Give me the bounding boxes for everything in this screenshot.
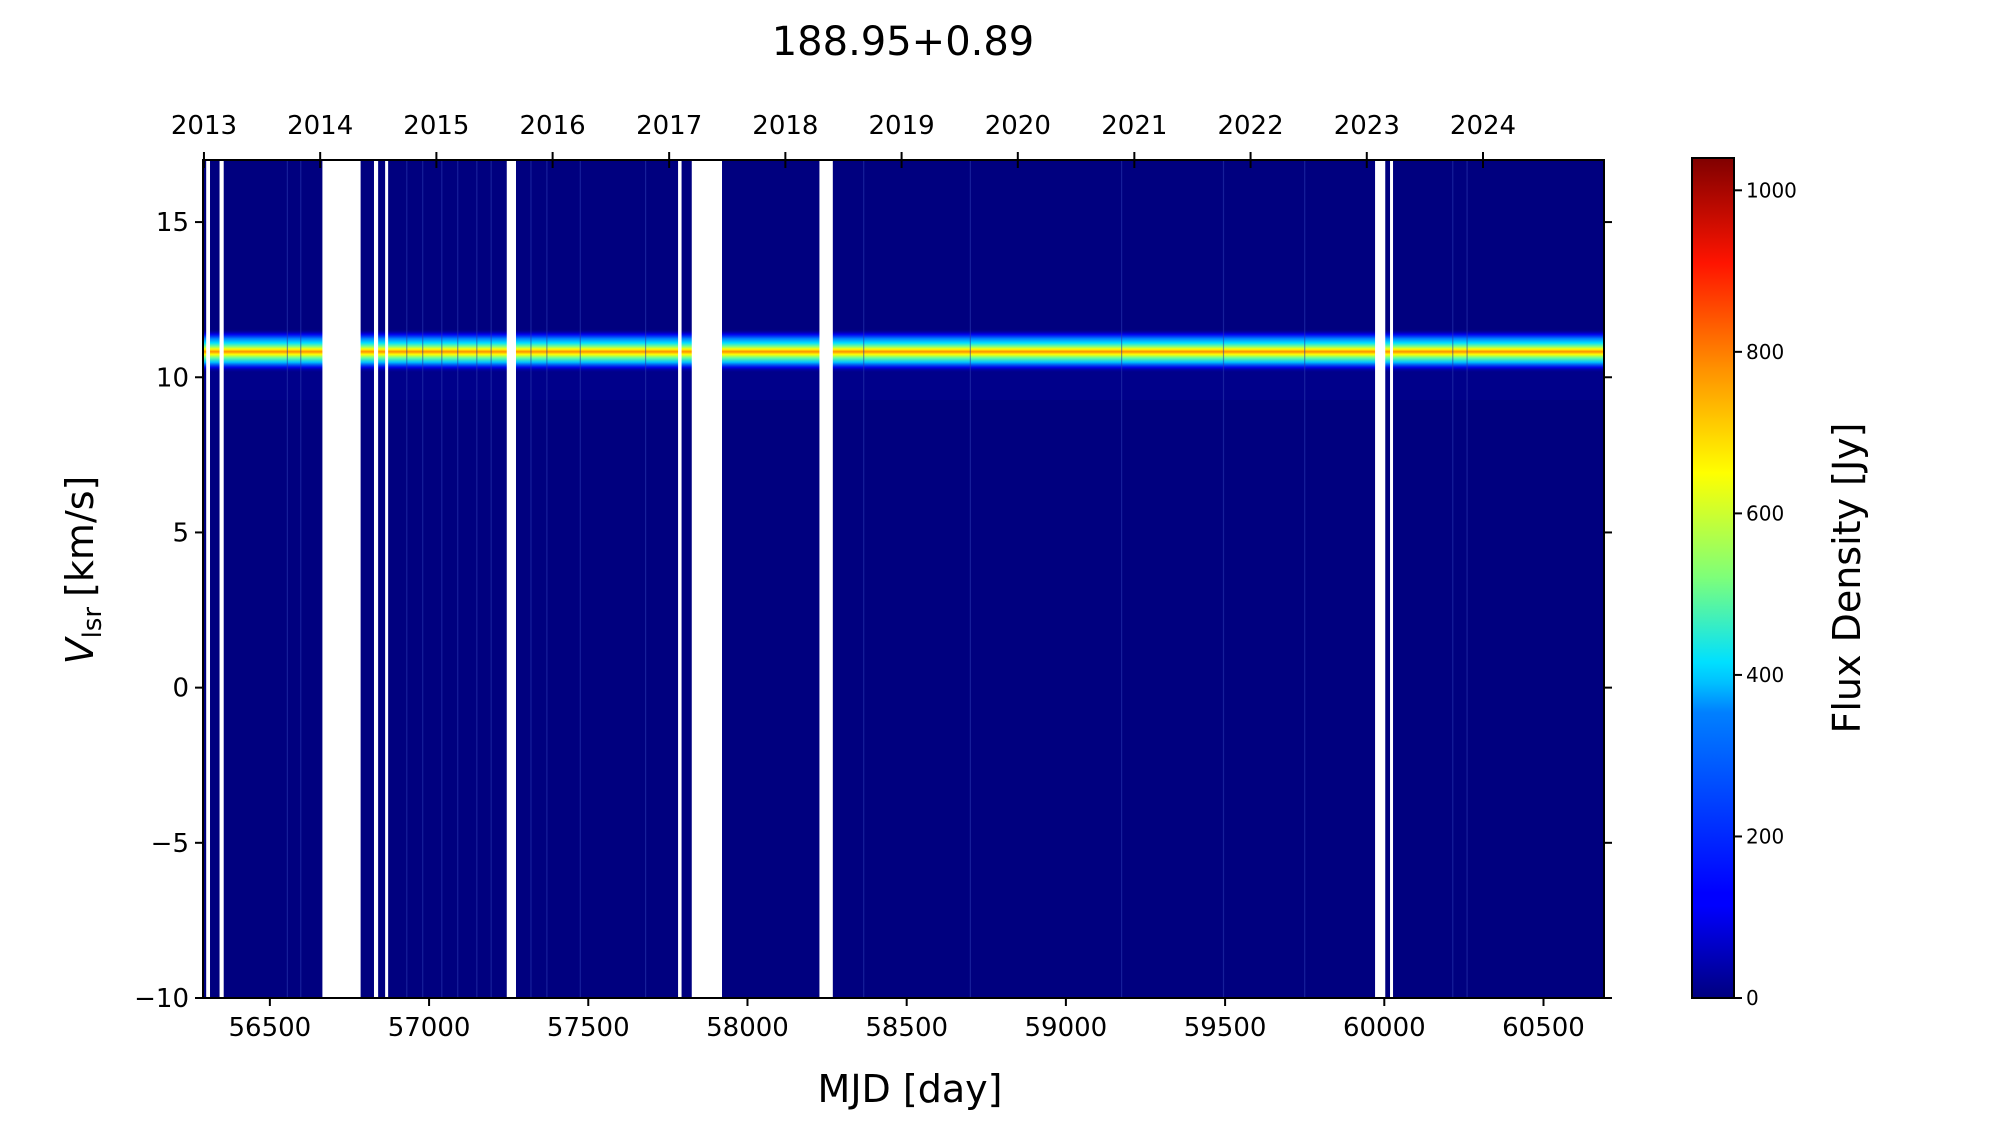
plot-frame	[202, 159, 1605, 999]
year-tick-label: 2014	[287, 111, 353, 141]
colorbar-tick-label: 800	[1746, 340, 1784, 364]
x-axis-label: MJD [day]	[818, 1067, 1003, 1111]
colorbar-label: Flux Density [Jy]	[1825, 423, 1869, 734]
colorbar-tick-label: 200	[1746, 824, 1784, 848]
chart-title: 188.95+0.89	[772, 19, 1035, 65]
data-gap	[322, 160, 361, 998]
year-tick-label: 2022	[1217, 111, 1283, 141]
data-gaps	[206, 160, 1394, 998]
colorbar-ticks: 0 200 400 600 800 1000	[1734, 178, 1797, 1010]
year-tick-label: 2020	[985, 111, 1051, 141]
y-axis-label-subscript: lsr	[78, 607, 108, 639]
y-axis-label: Vlsr [km/s]	[58, 476, 108, 665]
year-tick-label: 2023	[1334, 111, 1400, 141]
year-tick-label: 2019	[869, 111, 935, 141]
year-tick-label: 2017	[636, 111, 702, 141]
data-gap	[819, 160, 833, 998]
y-tick-label: 10	[156, 363, 189, 393]
year-tick-label: 2021	[1101, 111, 1167, 141]
colorbar-tick-label: 0	[1746, 986, 1759, 1010]
x-tick-label: 59500	[1184, 1013, 1267, 1043]
data-gap	[506, 160, 516, 998]
y-axis-label-symbol: V	[58, 635, 102, 664]
colorbar: 0 200 400 600 800 1000 Flux Density [Jy]	[1691, 157, 1869, 1010]
year-tick-label: 2015	[403, 111, 469, 141]
x-tick-label: 58500	[865, 1013, 948, 1043]
top-year-axis: 2013 2014 2015 2016 2017 2018 2019 2020 2021 2022…	[171, 111, 1516, 168]
x-tick-label: 58000	[706, 1013, 789, 1043]
emission-band	[203, 328, 1604, 373]
data-gap	[219, 160, 224, 998]
y-tick-label: 15	[156, 208, 189, 238]
y-tick-label: −10	[134, 984, 189, 1014]
heatmap-faint-band	[203, 370, 1604, 400]
year-tick-label: 2018	[752, 111, 818, 141]
data-gap	[385, 160, 389, 998]
data-gap	[206, 160, 211, 998]
colorbar-gradient	[1691, 157, 1735, 999]
x-tick-label: 57500	[547, 1013, 630, 1043]
y-tick-label: −5	[151, 829, 189, 859]
y-axis-ticks: −10 −5 0 5 10 15	[134, 208, 1612, 1014]
observation-boundaries	[286, 160, 1468, 998]
x-tick-label: 60000	[1343, 1013, 1426, 1043]
data-gap	[373, 160, 379, 998]
year-tick-label: 2024	[1450, 111, 1516, 141]
heatmap-plot-area	[203, 160, 1604, 998]
data-gap	[1375, 160, 1386, 998]
x-tick-label: 57000	[388, 1013, 471, 1043]
data-gap	[678, 160, 682, 998]
heatmap-background	[203, 160, 1604, 998]
y-axis-label-unit: [km/s]	[58, 476, 102, 597]
colorbar-tick-label: 400	[1746, 663, 1784, 687]
y-tick-label: 5	[172, 518, 189, 548]
x-axis-ticks: 56500 57000 57500 58000 58500 59000 59500 60000…	[229, 998, 1585, 1043]
year-tick-label: 2013	[171, 111, 237, 141]
year-tick-label: 2016	[520, 111, 586, 141]
x-tick-label: 56500	[229, 1013, 312, 1043]
data-gap	[691, 160, 723, 998]
data-gap	[1390, 160, 1394, 998]
y-tick-label: 0	[172, 674, 189, 704]
colorbar-tick-label: 1000	[1746, 178, 1797, 202]
x-tick-label: 59000	[1025, 1013, 1108, 1043]
colorbar-tick-label: 600	[1746, 501, 1784, 525]
x-tick-label: 60500	[1502, 1013, 1585, 1043]
